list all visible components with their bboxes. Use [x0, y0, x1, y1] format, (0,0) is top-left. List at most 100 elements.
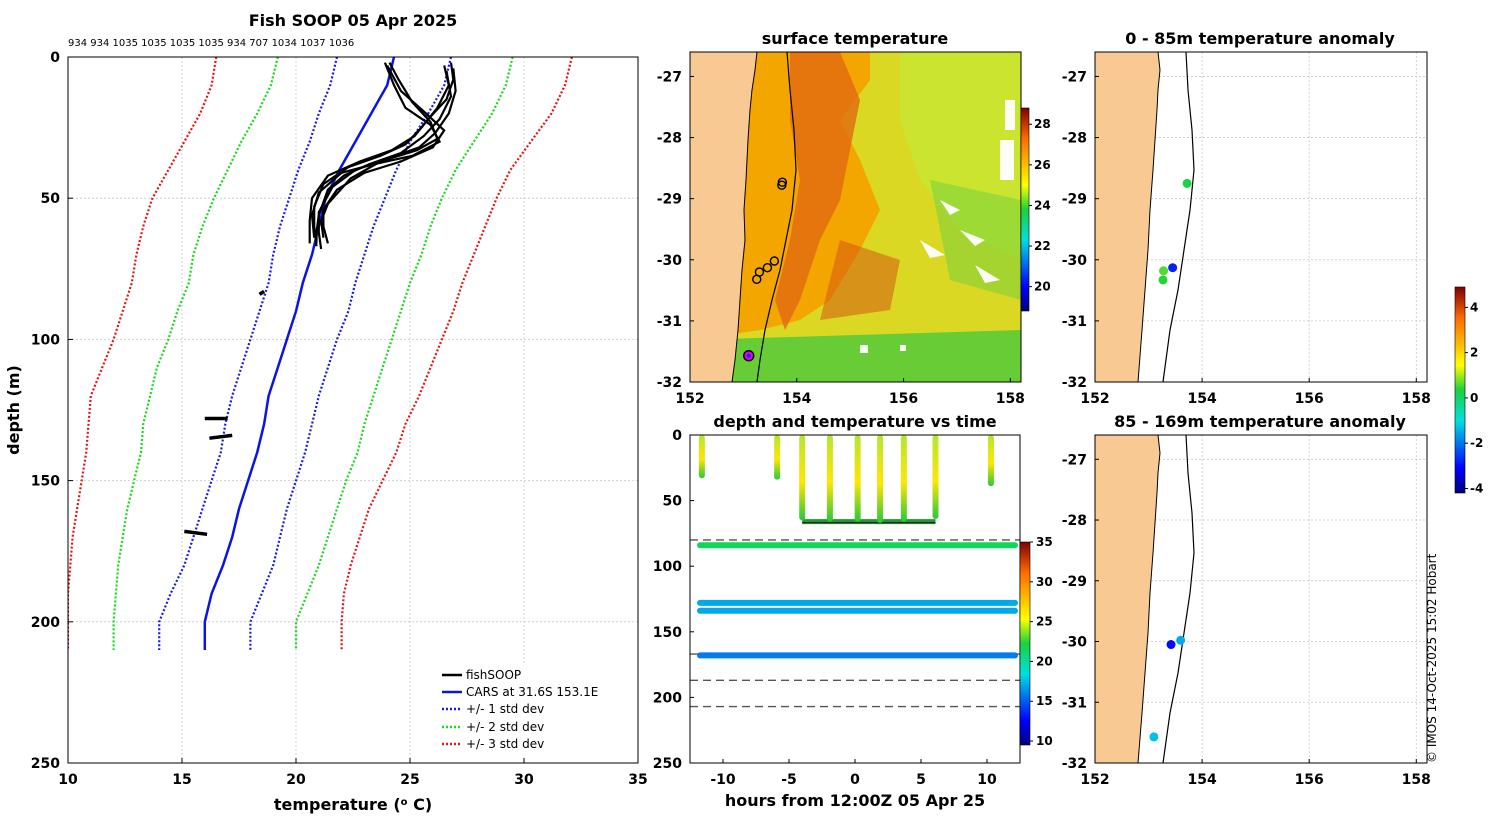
sst-station-marker — [769, 256, 780, 266]
anomaly1-ytick-label: -29 — [1062, 192, 1087, 208]
dt-cbar-tick-label: 30 — [1036, 575, 1053, 589]
fishsoop-segment — [209, 433, 233, 440]
sst-ytick-label: -32 — [657, 375, 682, 391]
anomaly2-ytick-label: -27 — [1062, 452, 1087, 468]
fishsoop-profile-line — [319, 62, 439, 238]
profile-ytick-label: 250 — [31, 756, 60, 772]
anomaly2-xtick-label: 154 — [1187, 772, 1216, 788]
anomaly1-ytick-label: -32 — [1062, 375, 1087, 391]
profile-title: Fish SOOP 05 Apr 2025 — [249, 11, 458, 30]
dt-ytick-label: 50 — [663, 494, 683, 510]
dt-colorbar — [1019, 541, 1031, 746]
dt-xtick-label: 10 — [977, 772, 997, 788]
sst-xtick-label: 158 — [996, 391, 1025, 407]
anomaly2-xtick-label: 152 — [1080, 772, 1109, 788]
sst-ticks: 152 154 156 158 -27 -28 -29 -30 -31 -32 — [657, 69, 1025, 407]
anomaly1-ytick-label: -27 — [1062, 69, 1087, 85]
sst-cbar-tick-label: 22 — [1034, 239, 1051, 253]
fishsoop-segment — [184, 529, 208, 537]
anomaly-colorbar-ticks: -4 -2 0 2 4 — [1465, 300, 1483, 495]
profile-ylabel: depth (m) — [4, 365, 23, 455]
anomaly2-ytick-label: -32 — [1062, 756, 1087, 772]
legend-label-fishsoop: fishSOOP — [466, 668, 521, 682]
sst-title: surface temperature — [762, 29, 949, 48]
dt-ytick-label: 0 — [672, 428, 682, 444]
dt-cbar-tick-label: 25 — [1036, 615, 1053, 629]
dt-cast-bar — [877, 435, 884, 523]
sst-xtick-label: 156 — [889, 391, 918, 407]
profile-xlabel: temperature (o C) — [274, 795, 432, 814]
anomaly1-point — [1168, 263, 1178, 273]
profile-series-line — [112, 57, 279, 650]
dt-xtick-label: 0 — [850, 772, 860, 788]
profile-counts: 934 934 1035 1035 1035 1035 934 707 1034… — [68, 38, 354, 49]
profile-xtick-label: 25 — [400, 772, 419, 788]
anomaly1-xtick-label: 154 — [1187, 391, 1216, 407]
anomaly1-ytick-label: -31 — [1062, 314, 1087, 330]
anomaly1-ticks: 152 154 156 158 -27 -28 -29 -30 -31 -32 — [1062, 69, 1431, 407]
sst-southern-green — [690, 330, 1021, 382]
anomaly1-ytick-label: -28 — [1062, 131, 1087, 147]
sst-station-marker — [752, 274, 762, 285]
profile-ytick-label: 50 — [41, 191, 61, 207]
sst-cbar-tick-label: 26 — [1034, 158, 1051, 172]
fishsoop-profile-line — [315, 70, 453, 244]
anomaly1-point — [1182, 178, 1192, 188]
dt-cast-bar — [900, 435, 907, 522]
profile-series-line — [158, 57, 339, 650]
anomaly1-xtick-label: 152 — [1080, 391, 1109, 407]
credit-text: © IMOS 14-Oct-2025 15:02 Hobart — [1425, 553, 1439, 763]
anomaly1-xtick-label: 156 — [1295, 391, 1324, 407]
sst-station-marker — [762, 263, 773, 273]
profile-xtick-label: 30 — [514, 772, 534, 788]
anomaly1-point — [1158, 275, 1168, 285]
anomaly2-land — [1095, 435, 1161, 763]
sst-cbar-tick-label: 24 — [1034, 198, 1051, 212]
profile-axes-box — [67, 56, 639, 764]
profile-ytick-label: 150 — [31, 474, 60, 490]
legend-label-std3: +/- 3 std dev — [466, 737, 544, 751]
sst-ytick-label: -31 — [657, 314, 682, 330]
fishsoop-profile-line — [310, 62, 442, 238]
anomaly1-points — [1158, 178, 1192, 285]
anomaly1-title: 0 - 85m temperature anomaly — [1125, 29, 1395, 48]
anomaly2-axes-box — [1094, 434, 1428, 764]
anomaly2-shelf-contour — [1162, 435, 1195, 763]
dt-cast-bar — [799, 435, 806, 521]
profile-series-line — [68, 57, 218, 650]
sst-xtick-label: 154 — [782, 391, 811, 407]
legend-label-std2: +/- 2 std dev — [466, 720, 544, 734]
anomaly1-panel: 0 - 85m temperature anomaly 152 154 156 158… — [1062, 29, 1431, 407]
dt-cast-bar — [774, 435, 781, 480]
profile-ytick-label: 200 — [31, 615, 60, 631]
anomaly1-point — [1159, 266, 1169, 276]
anomaly2-title: 85 - 169m temperature anomaly — [1114, 412, 1406, 431]
dt-plot — [690, 435, 1020, 708]
anomaly2-xtick-label: 156 — [1295, 772, 1324, 788]
legend-label-std1: +/- 1 std dev — [466, 702, 544, 716]
anomaly2-xtick-label: 158 — [1402, 772, 1431, 788]
dt-cbar-tick-label: 10 — [1036, 734, 1053, 748]
anomaly2-ytick-label: -30 — [1062, 635, 1088, 651]
dt-cast-bar — [987, 435, 994, 487]
anomaly1-xtick-label: 158 — [1402, 391, 1431, 407]
sst-cbar-tick-label: 20 — [1034, 280, 1051, 294]
anomaly2-ticks: 152 154 156 158 -27 -28 -29 -30 -31 -32 — [1062, 452, 1431, 788]
dt-cast-bar — [932, 435, 939, 519]
sst-cbar-tick-label: 28 — [1034, 117, 1051, 131]
sst-coastline — [731, 52, 758, 382]
anomaly2-point — [1149, 732, 1159, 742]
sst-map — [690, 52, 1021, 382]
profile-legend: fishSOOP CARS at 31.6S 153.1E +/- 1 std … — [436, 664, 632, 758]
profile-series-line — [249, 57, 453, 650]
profile-xtick-label: 20 — [286, 772, 306, 788]
sst-station-marker — [777, 180, 787, 190]
dt-ytick-label: 200 — [653, 690, 682, 706]
anomaly2-ytick-label: -28 — [1062, 513, 1087, 529]
sst-land — [690, 52, 757, 382]
anomaly1-map — [1095, 52, 1195, 382]
anomaly-cbar-tick-label: -2 — [1470, 436, 1483, 450]
anomaly2-map — [1095, 435, 1195, 763]
anomaly-cbar-tick-label: -4 — [1470, 481, 1483, 495]
